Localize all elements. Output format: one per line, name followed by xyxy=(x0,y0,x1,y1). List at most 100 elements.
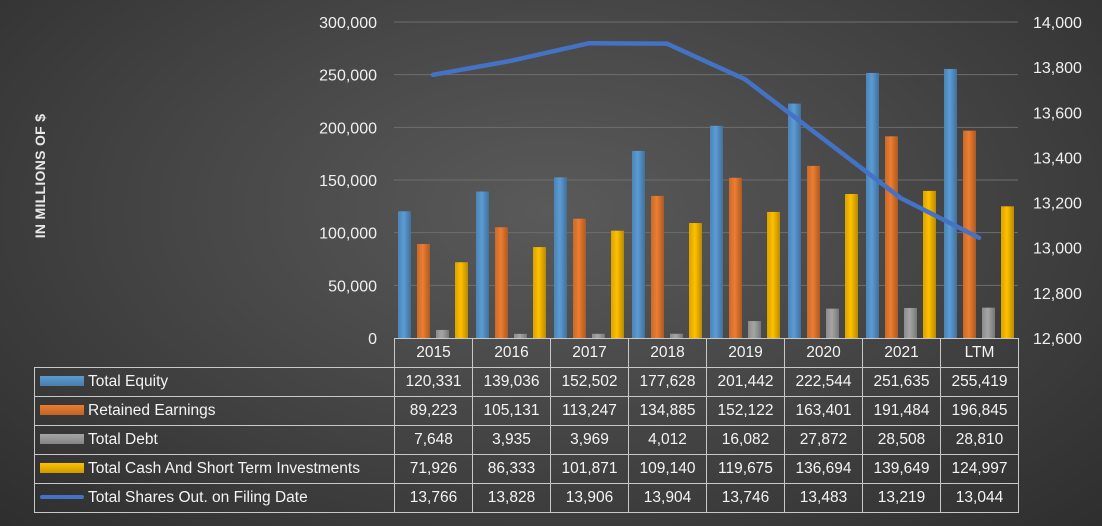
legend-key-icon xyxy=(40,404,84,415)
table-header-row: 2015 2016 2017 2018 2019 2020 2021 LTM xyxy=(34,338,1019,368)
y-tick-label: 50,000 xyxy=(328,278,377,295)
data-label: 139,649 xyxy=(862,454,941,484)
legend-label: Total Equity xyxy=(88,373,169,390)
legend-label: Total Shares Out. on Filing Date xyxy=(88,489,308,506)
bar xyxy=(573,218,586,338)
y2-tick-label: 13,200 xyxy=(1033,196,1082,213)
bar xyxy=(632,150,645,338)
y-tick-label: 100,000 xyxy=(319,226,377,243)
x-tick-label: LTM xyxy=(940,338,1019,368)
data-label: 152,502 xyxy=(550,367,629,397)
bar xyxy=(554,177,567,338)
data-label: 201,442 xyxy=(706,367,785,397)
x-tick-label: 2018 xyxy=(628,338,707,368)
bar xyxy=(611,230,624,338)
bar xyxy=(533,247,546,338)
data-label: 86,333 xyxy=(472,454,551,484)
legend-entry: Total Debt xyxy=(34,425,395,455)
y-tick-label: 150,000 xyxy=(319,173,377,190)
bar xyxy=(710,125,723,339)
bar xyxy=(651,195,664,338)
data-label: 134,885 xyxy=(628,396,707,426)
data-label: 13,746 xyxy=(706,483,785,513)
data-label: 136,694 xyxy=(784,454,863,484)
bar xyxy=(982,307,995,338)
table-row: Total Shares Out. on Filing Date 13,766 13… xyxy=(34,483,1019,513)
legend-entry: Total Cash And Short Term Investments xyxy=(34,454,395,484)
legend-label: Retained Earnings xyxy=(88,402,216,419)
x-tick-label: 2021 xyxy=(862,338,941,368)
bar xyxy=(455,262,468,338)
bar xyxy=(670,333,683,338)
legend-entry: Retained Earnings xyxy=(34,396,395,426)
bar xyxy=(767,211,780,338)
bar xyxy=(807,165,820,338)
data-label: 101,871 xyxy=(550,454,629,484)
y-tick-label: 250,000 xyxy=(319,68,377,85)
bar xyxy=(944,68,957,339)
y2-tick-label: 14,000 xyxy=(1033,15,1082,32)
data-label: 124,997 xyxy=(940,454,1019,484)
bar xyxy=(885,136,898,338)
data-label: 13,904 xyxy=(628,483,707,513)
table-row: Retained Earnings 89,223 105,131 113,247 134… xyxy=(34,396,1019,426)
data-label: 13,483 xyxy=(784,483,863,513)
y-tick-label: 300,000 xyxy=(319,15,377,32)
data-label: 196,845 xyxy=(940,396,1019,426)
bar xyxy=(592,333,605,338)
y2-tick-label: 12,600 xyxy=(1033,331,1082,348)
data-label: 28,508 xyxy=(862,425,941,455)
data-label: 71,926 xyxy=(394,454,473,484)
x-tick-label: 2019 xyxy=(706,338,785,368)
data-label: 89,223 xyxy=(394,396,473,426)
legend-entry: Total Equity xyxy=(34,367,395,397)
y2-tick-label: 13,800 xyxy=(1033,60,1082,77)
bar xyxy=(495,227,508,338)
data-label: 152,122 xyxy=(706,396,785,426)
data-label: 113,247 xyxy=(550,396,629,426)
bar xyxy=(748,321,761,338)
series-line xyxy=(430,40,982,241)
legend-key-icon xyxy=(40,433,84,444)
data-table: 2015 2016 2017 2018 2019 2020 2021 LTM Total Equ… xyxy=(34,338,1019,513)
bar xyxy=(436,329,449,338)
x-tick-label: 2015 xyxy=(394,338,473,368)
bar xyxy=(417,244,430,338)
table-row: Total Debt 7,648 3,935 3,969 4,012 16,082 27,8… xyxy=(34,425,1019,455)
y2-tick-label: 13,600 xyxy=(1033,105,1082,122)
data-label: 109,140 xyxy=(628,454,707,484)
legend-key-icon xyxy=(40,375,84,386)
bar xyxy=(788,103,801,338)
y2-tick-label: 13,000 xyxy=(1033,241,1082,258)
data-label: 3,935 xyxy=(472,425,551,455)
data-label: 251,635 xyxy=(862,367,941,397)
bar xyxy=(1001,206,1014,338)
bar xyxy=(689,223,702,338)
data-label: 13,044 xyxy=(940,483,1019,513)
data-label: 13,766 xyxy=(394,483,473,513)
bar xyxy=(398,211,411,338)
data-label: 120,331 xyxy=(394,367,473,397)
bar xyxy=(476,191,489,338)
legend-label: Total Debt xyxy=(88,431,158,448)
data-label: 16,082 xyxy=(706,425,785,455)
y-axis-title: IN MILLIONS OF $ xyxy=(32,113,48,239)
x-tick-label: 2017 xyxy=(550,338,629,368)
bar xyxy=(866,72,879,339)
data-label: 13,906 xyxy=(550,483,629,513)
x-tick-label: 2016 xyxy=(472,338,551,368)
y-tick-label: 200,000 xyxy=(319,120,377,137)
legend-entry: Total Shares Out. on Filing Date xyxy=(34,483,395,513)
legend-label: Total Cash And Short Term Investments xyxy=(88,460,360,477)
data-label: 28,810 xyxy=(940,425,1019,455)
table-row: Total Equity 120,331 139,036 152,502 177,628… xyxy=(34,367,1019,397)
bar xyxy=(826,308,839,338)
data-label: 13,828 xyxy=(472,483,551,513)
data-label: 119,675 xyxy=(706,454,785,484)
legend-key-icon xyxy=(40,462,84,473)
data-label: 139,036 xyxy=(472,367,551,397)
data-label: 13,219 xyxy=(862,483,941,513)
data-label: 255,419 xyxy=(940,367,1019,397)
bar xyxy=(729,177,742,338)
